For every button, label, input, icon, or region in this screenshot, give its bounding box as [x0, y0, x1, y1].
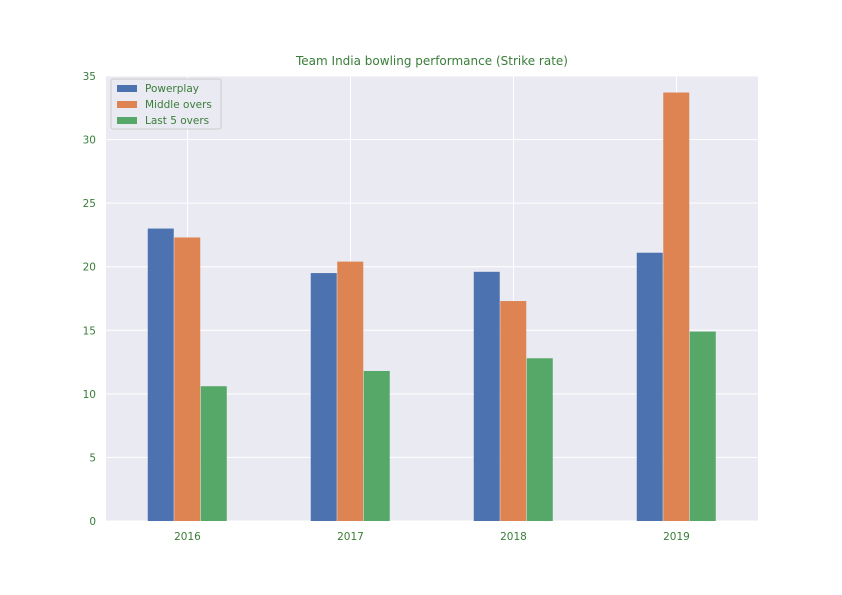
y-tick-label: 5: [89, 452, 96, 464]
bar-powerplay-2017: [310, 273, 337, 521]
legend-label: Middle overs: [145, 99, 212, 111]
bar-middle-overs-2018: [500, 301, 527, 521]
x-tick-label: 2016: [174, 531, 201, 543]
y-tick-label: 35: [83, 71, 96, 83]
bar-middle-overs-2016: [174, 237, 201, 521]
bar-powerplay-2016: [147, 228, 174, 522]
y-tick-label: 15: [83, 325, 96, 337]
x-tick-label: 2017: [337, 531, 364, 543]
bar-middle-overs-2017: [337, 261, 364, 521]
legend-swatch: [117, 117, 137, 124]
legend-label: Last 5 overs: [145, 115, 209, 127]
bar-powerplay-2019: [636, 252, 663, 521]
bar-last-5-overs-2016: [200, 386, 227, 521]
x-tick-label: 2018: [500, 531, 527, 543]
bar-last-5-overs-2018: [526, 358, 553, 521]
x-tick-label: 2019: [663, 531, 690, 543]
x-axis-ticks: 2016 2017 2018 2019: [174, 531, 690, 543]
legend-swatch: [117, 101, 137, 108]
bar-last-5-overs-2019: [689, 331, 716, 521]
legend-label: Powerplay: [145, 83, 199, 95]
bars: [147, 92, 716, 522]
bar-powerplay-2018: [473, 271, 500, 521]
legend-swatch: [117, 85, 137, 92]
bar-middle-overs-2019: [663, 92, 690, 522]
y-axis-ticks: 0 5 10 15 20 25 30 35: [83, 71, 96, 528]
y-tick-label: 25: [83, 198, 96, 210]
y-tick-label: 0: [89, 516, 96, 528]
legend-box: [110, 78, 222, 130]
chart-title: Team India bowling performance (Strike r…: [295, 54, 568, 68]
legend: Powerplay Middle overs Last 5 overs: [110, 78, 222, 130]
bar-last-5-overs-2017: [363, 370, 390, 521]
y-tick-label: 10: [83, 389, 96, 401]
y-tick-label: 20: [83, 262, 96, 274]
y-tick-label: 30: [83, 135, 96, 147]
